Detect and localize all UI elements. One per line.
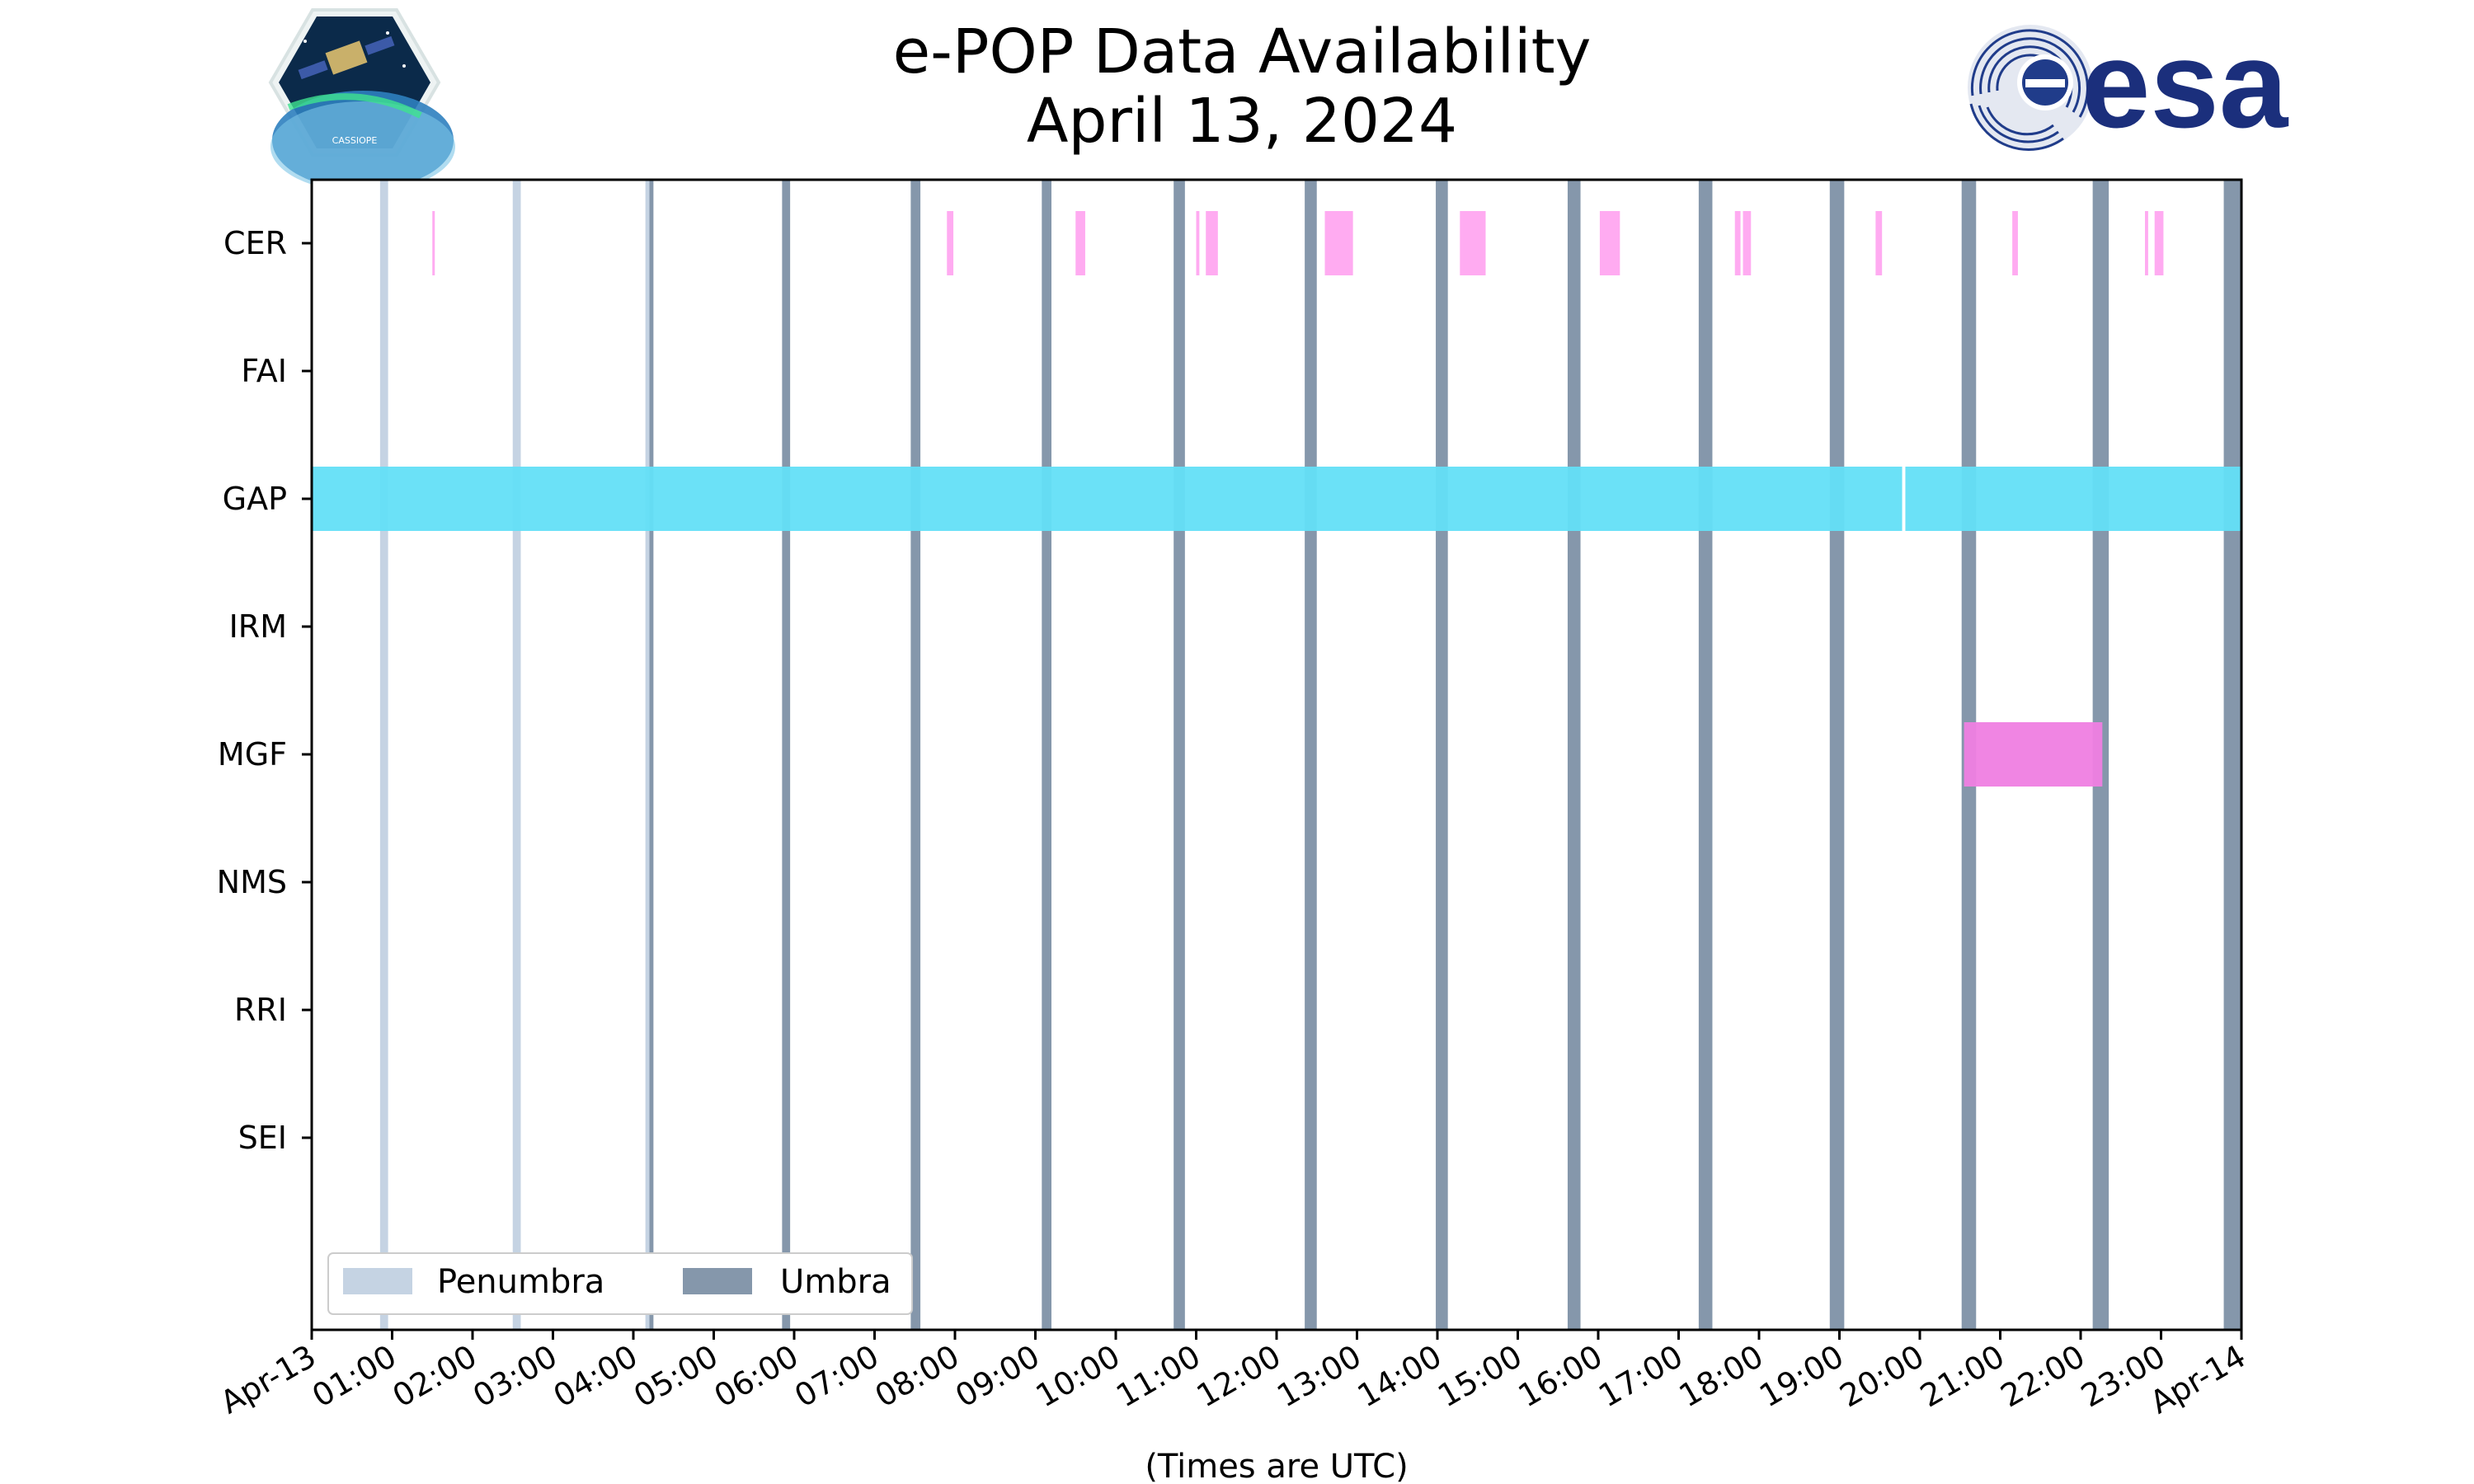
plot-area: CER FAI GAP IRM MGF NMS RRI SEI Apr-1301:0002:0… <box>214 178 2252 1421</box>
cer-availability-bar <box>1875 211 1883 275</box>
penumbra-band <box>379 180 388 1330</box>
cer-availability-bar <box>432 211 435 275</box>
x-axis-label: (Times are UTC) <box>1145 1448 1408 1484</box>
legend-penumbra-swatch <box>343 1268 412 1294</box>
gap-availability-bar <box>312 467 1903 531</box>
x-tick-label: 14:00 <box>1352 1338 1448 1415</box>
esa-logo: esa <box>1968 15 2289 153</box>
y-tick-label: RRI <box>234 992 287 1028</box>
umbra-band <box>1305 180 1317 1330</box>
chart-title: e-POP Data Availability <box>893 16 1592 87</box>
x-tick-label: 21:00 <box>1914 1338 2011 1415</box>
x-tick-label: 11:00 <box>1110 1338 1206 1415</box>
umbra-band <box>1042 180 1051 1330</box>
cer-availability-bar <box>1206 211 1218 275</box>
x-tick-label: Apr-13 <box>214 1338 322 1421</box>
legend-umbra-label: Umbra <box>780 1263 891 1301</box>
esa-logo-text: esa <box>2081 15 2289 153</box>
x-tick-label: 16:00 <box>1512 1338 1609 1415</box>
x-tick-label: 20:00 <box>1834 1338 1931 1415</box>
y-tick-label: GAP <box>223 481 287 517</box>
umbra-band <box>1174 180 1185 1330</box>
x-tick-label: 17:00 <box>1592 1338 1689 1415</box>
y-tick-label: SEI <box>238 1120 287 1156</box>
x-tick-label: 15:00 <box>1432 1338 1528 1415</box>
y-tick-label: IRM <box>229 608 287 645</box>
cer-availability-bar <box>1196 211 1200 275</box>
umbra-band <box>910 180 921 1330</box>
x-tick-label: 10:00 <box>1030 1338 1126 1415</box>
cassiope-logo: CASSIOPE <box>268 8 455 192</box>
umbra-band <box>1698 180 1713 1330</box>
x-tick-label: 09:00 <box>949 1338 1046 1415</box>
cer-availability-bar <box>2154 211 2164 275</box>
x-tick-label: 02:00 <box>387 1338 483 1415</box>
x-tick-label: 22:00 <box>1995 1338 2091 1415</box>
x-tick-label: 19:00 <box>1753 1338 1850 1415</box>
y-tick-label: NMS <box>217 864 287 900</box>
legend: Penumbra Umbra <box>327 1252 913 1315</box>
cassiope-logo-text: CASSIOPE <box>332 135 378 146</box>
y-axis: CER FAI GAP IRM MGF NMS RRI SEI <box>217 225 312 1156</box>
x-tick-label: 12:00 <box>1191 1338 1287 1415</box>
x-tick-label: 05:00 <box>628 1338 724 1415</box>
penumbra-band <box>645 180 650 1330</box>
umbra-band <box>2223 180 2241 1330</box>
umbra-band <box>649 180 654 1330</box>
availability-bars <box>312 211 2241 787</box>
cer-availability-bar <box>1734 211 1741 275</box>
cer-availability-bar <box>1460 211 1486 275</box>
cer-availability-bar <box>1075 211 1085 275</box>
umbra-band <box>1436 180 1448 1330</box>
legend-box <box>327 1252 913 1315</box>
umbra-band <box>1567 180 1581 1330</box>
x-tick-label: 18:00 <box>1673 1338 1770 1415</box>
x-tick-label: 13:00 <box>1271 1338 1367 1415</box>
chart-subtitle: April 13, 2024 <box>1027 86 1457 157</box>
x-tick-label: 07:00 <box>788 1338 885 1415</box>
x-tick-label: 01:00 <box>306 1338 402 1415</box>
cer-availability-bar <box>1599 211 1620 275</box>
y-tick-label: MGF <box>218 736 287 773</box>
legend-umbra-swatch <box>683 1268 752 1294</box>
mgf-availability-bar <box>1964 722 2103 787</box>
y-tick-label: CER <box>223 225 287 261</box>
x-tick-label: 04:00 <box>548 1338 644 1415</box>
umbra-band <box>782 180 791 1330</box>
x-tick-label: 03:00 <box>467 1338 563 1415</box>
x-tick-label: 06:00 <box>708 1338 805 1415</box>
legend-penumbra-label: Penumbra <box>437 1263 604 1301</box>
gap-availability-bar <box>1905 467 2241 531</box>
x-tick-label: 08:00 <box>869 1338 966 1415</box>
cer-availability-bar <box>1324 211 1353 275</box>
penumbra-band <box>512 180 521 1330</box>
umbra-band <box>1829 180 1845 1330</box>
cer-availability-bar <box>1743 211 1752 275</box>
y-tick-label: FAI <box>241 353 287 389</box>
x-axis: Apr-1301:0002:0003:0004:0005:0006:0007:0… <box>214 1330 2252 1421</box>
cer-availability-bar <box>2145 211 2148 275</box>
cer-availability-bar <box>947 211 954 275</box>
cer-availability-bar <box>2012 211 2018 275</box>
